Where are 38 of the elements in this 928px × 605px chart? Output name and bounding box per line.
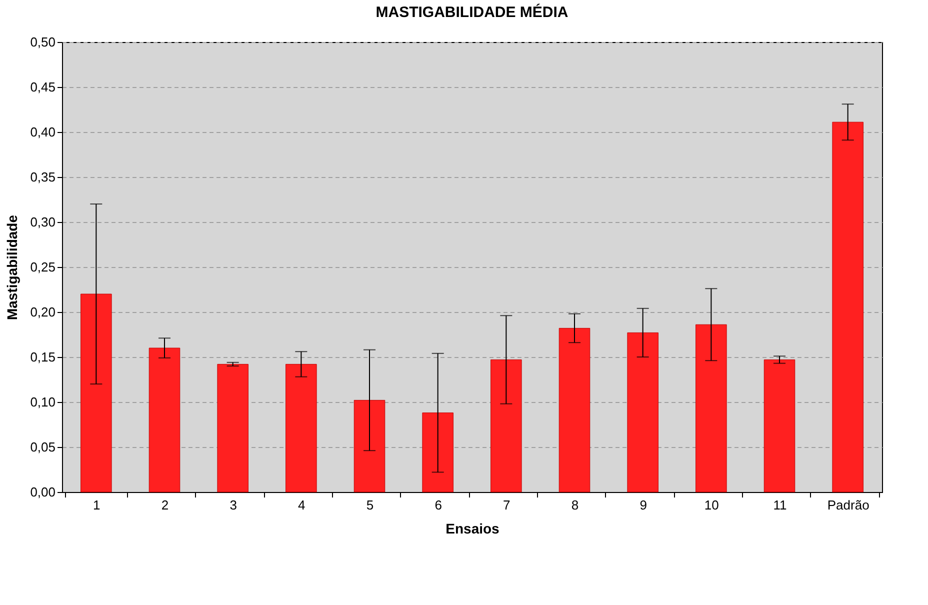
y-tick-label: 0,20: [30, 304, 56, 320]
x-tick-label: 1: [93, 498, 100, 512]
y-tick-label: 0,00: [30, 484, 56, 500]
bar: [422, 412, 454, 492]
x-tick-label: 7: [503, 498, 510, 512]
y-tick-label: 0,15: [30, 350, 56, 364]
chart-title: MASTIGABILIDADE MÉDIA: [376, 3, 568, 21]
bar: [627, 332, 658, 492]
x-tick-label: 4: [298, 498, 306, 512]
bar: [696, 324, 727, 492]
y-tick-label: 0,05: [30, 440, 56, 454]
x-tick-label: 10: [704, 498, 719, 512]
bar: [832, 122, 864, 492]
x-tick-label: 5: [366, 498, 374, 512]
x-tick-label: 2: [161, 498, 169, 512]
y-tick-label: 0,40: [30, 124, 56, 140]
y-tick-label: 0,45: [30, 80, 56, 94]
y-axis-title: Mastigabilidade: [4, 214, 20, 320]
bar: [217, 364, 248, 492]
bar: [558, 328, 590, 492]
x-tick-label: Padrão: [827, 498, 870, 512]
bar: [286, 364, 317, 492]
y-tick-label: 0,25: [30, 260, 56, 274]
x-axis-title: Ensaios: [446, 520, 500, 536]
y-tick-label: 0,30: [30, 214, 56, 230]
bar: [354, 400, 386, 492]
bar: [80, 294, 112, 492]
bar: [490, 359, 522, 492]
bar: [148, 348, 180, 492]
x-tick-label: 11: [773, 498, 787, 512]
x-tick-label: 3: [230, 498, 237, 512]
x-tick-label: 9: [640, 498, 647, 512]
y-tick-label: 0,35: [30, 170, 56, 184]
x-tick-label: 6: [434, 498, 442, 512]
x-tick-label: 8: [571, 498, 579, 512]
bar: [764, 359, 796, 492]
y-tick-label: 0,10: [30, 394, 56, 410]
y-tick-label: 0,50: [30, 34, 56, 50]
